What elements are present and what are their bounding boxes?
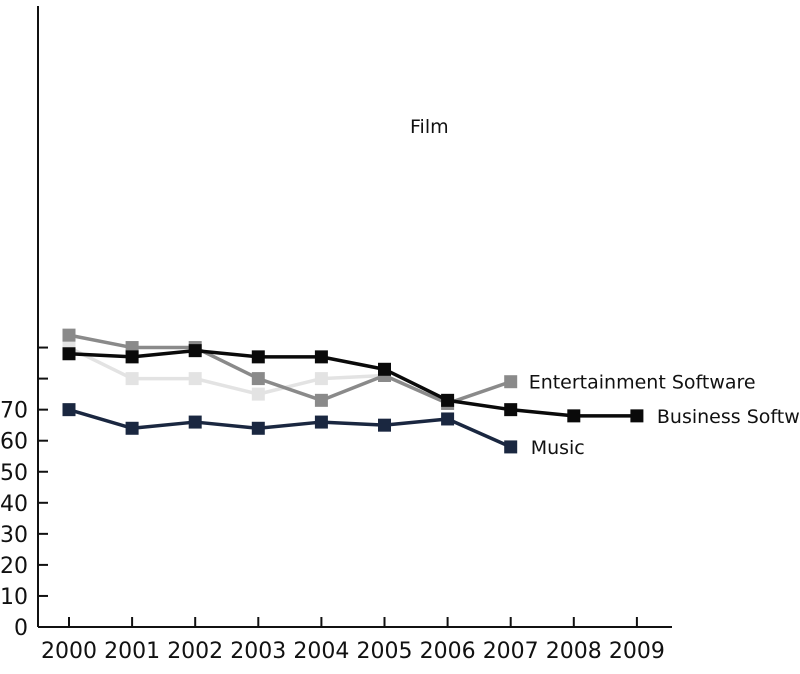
data-point-film bbox=[188, 372, 202, 386]
series-line-entertainment-software bbox=[68, 333, 512, 406]
y-tick-label: 40 bbox=[0, 492, 28, 517]
y-tick-label: 10 bbox=[0, 585, 28, 610]
data-point-music bbox=[188, 415, 202, 429]
data-point-music bbox=[378, 418, 391, 432]
y-tick-label: 70 bbox=[0, 399, 28, 424]
data-point-music bbox=[504, 440, 518, 454]
x-tick-label: 2003 bbox=[230, 639, 286, 664]
data-point-music bbox=[314, 415, 328, 429]
data-point-music bbox=[125, 421, 139, 435]
series-line-business-software bbox=[68, 348, 637, 418]
series-line-music bbox=[68, 407, 512, 449]
data-point-business-software bbox=[62, 347, 76, 361]
series-label-music: Music bbox=[531, 437, 585, 459]
data-point-entertainment-software bbox=[251, 372, 265, 386]
data-point-music bbox=[441, 412, 455, 426]
y-tick-label: 50 bbox=[0, 461, 28, 486]
y-tick-label: 60 bbox=[0, 430, 28, 455]
data-point-business-software bbox=[188, 344, 202, 358]
y-tick-label: 0 bbox=[14, 616, 28, 641]
data-point-business-software bbox=[251, 350, 265, 364]
data-point-business-software bbox=[314, 350, 328, 364]
x-tick-label: 2000 bbox=[41, 639, 97, 664]
series-labels: Film Entertainment Software Business Softw… bbox=[410, 116, 800, 459]
data-point-business-software bbox=[125, 350, 139, 364]
data-point-music bbox=[62, 403, 76, 417]
data-point-film bbox=[251, 387, 265, 401]
y-tick-label: 30 bbox=[0, 523, 28, 548]
x-tick-label: 2001 bbox=[104, 639, 160, 664]
x-tick-label: 2005 bbox=[357, 639, 413, 664]
data-point-business-software bbox=[567, 409, 581, 423]
data-point-film bbox=[125, 372, 139, 386]
chart-axes bbox=[37, 6, 672, 628]
data-point-business-software bbox=[378, 362, 391, 376]
data-point-entertainment-software bbox=[504, 375, 518, 389]
series-label-entertainment-software: Entertainment Software bbox=[529, 372, 756, 394]
y-tick-label: 20 bbox=[0, 554, 28, 579]
data-point-film bbox=[314, 372, 328, 386]
series-group bbox=[62, 328, 644, 454]
data-point-business-software bbox=[630, 409, 644, 423]
data-point-entertainment-software bbox=[62, 328, 76, 342]
data-point-entertainment-software bbox=[314, 393, 328, 407]
series-business-software bbox=[62, 344, 644, 423]
series-label-business-software: Business Software bbox=[657, 406, 800, 428]
data-point-business-software bbox=[441, 393, 455, 407]
y-axis-ticks: 0 10 20 30 40 50 60 70 bbox=[0, 346, 48, 641]
x-tick-label: 2008 bbox=[546, 639, 602, 664]
series-music bbox=[62, 403, 518, 454]
x-tick-label: 2007 bbox=[483, 639, 539, 664]
x-tick-label: 2002 bbox=[167, 639, 223, 664]
x-axis-ticks: 2000 2001 2002 2003 2004 2005 2006 2007 2008 2009 bbox=[41, 617, 665, 664]
x-tick-label: 2004 bbox=[293, 639, 349, 664]
data-point-music bbox=[251, 421, 265, 435]
data-point-business-software bbox=[504, 403, 518, 417]
x-tick-label: 2009 bbox=[609, 639, 665, 664]
series-label-film: Film bbox=[410, 116, 449, 138]
x-tick-label: 2006 bbox=[420, 639, 476, 664]
